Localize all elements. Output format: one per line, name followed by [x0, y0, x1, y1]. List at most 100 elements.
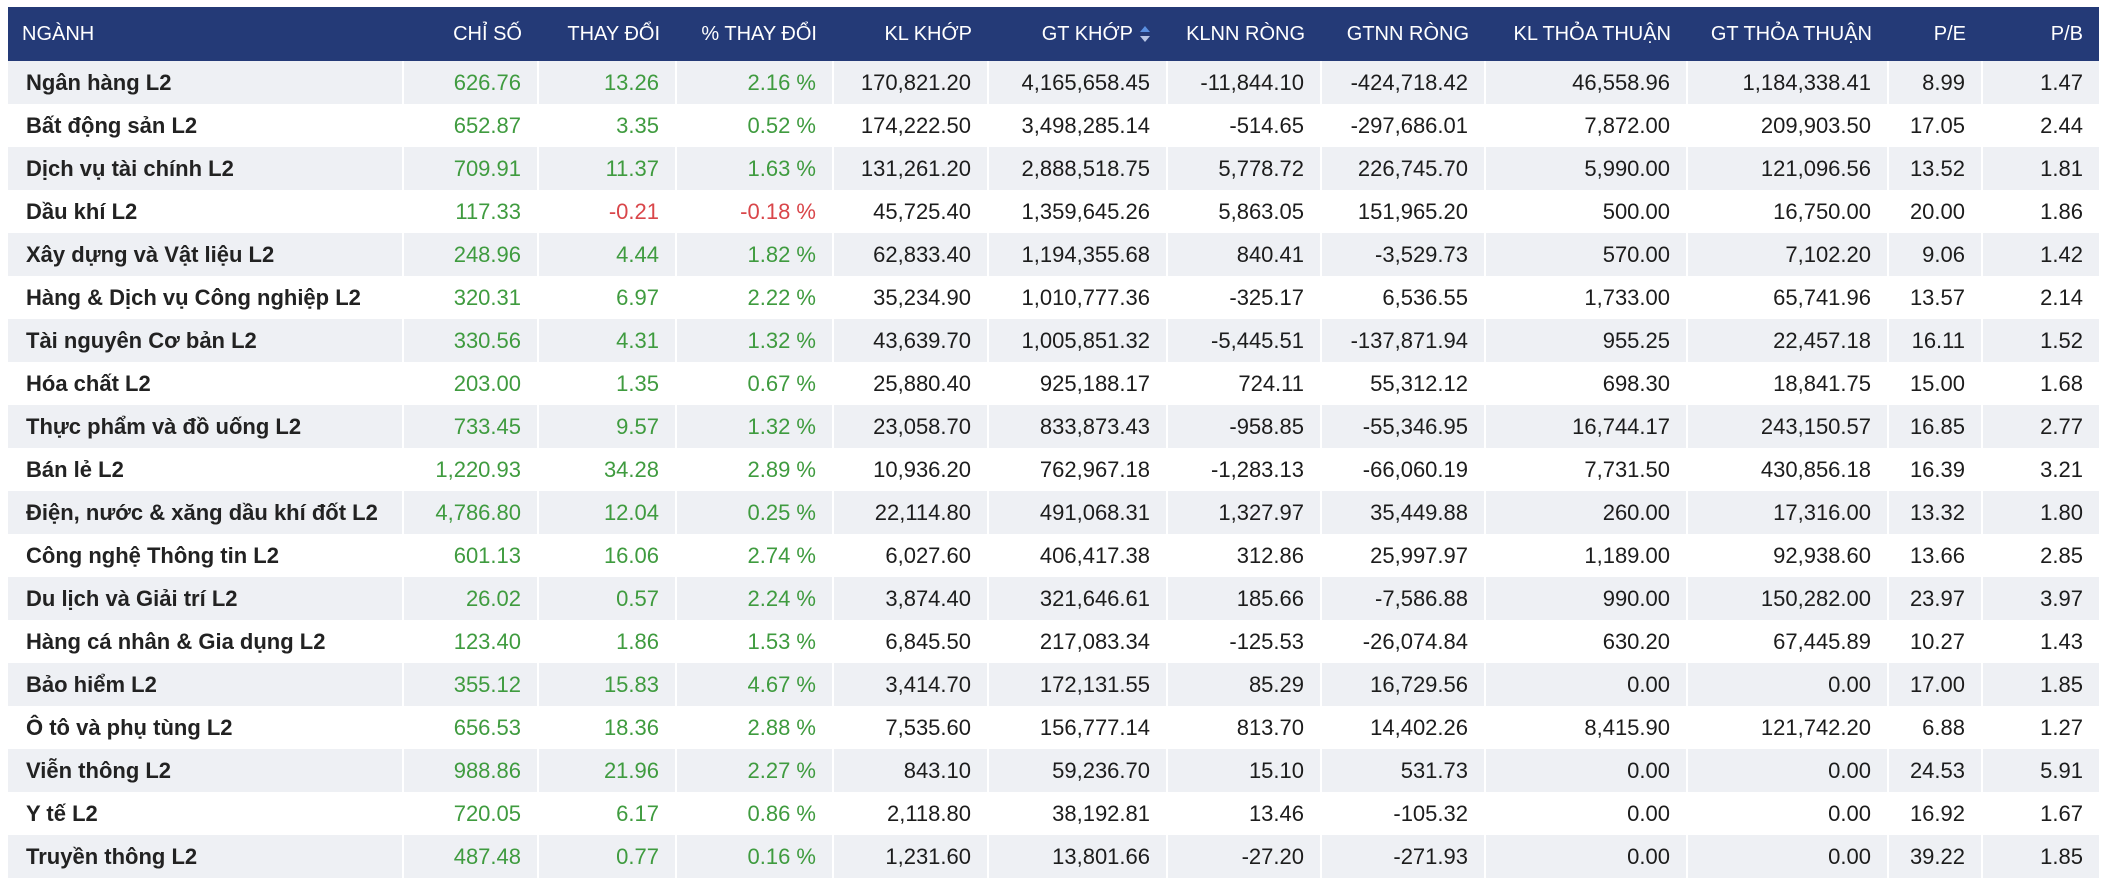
sector-name: Dầu khí L2 — [26, 198, 138, 224]
column-header[interactable]: KL KHỚP — [833, 7, 988, 61]
cell: 34.28 — [537, 448, 676, 491]
cell: 312.86 — [1166, 534, 1321, 577]
cell: 988.86 — [402, 749, 538, 792]
column-header[interactable]: P/B — [1982, 7, 2099, 61]
cell: -0.21 — [537, 190, 676, 233]
sector-name: Ô tô và phụ tùng L2 — [26, 714, 233, 740]
cell: -1,283.13 — [1166, 448, 1321, 491]
cell: 62,833.40 — [832, 233, 988, 276]
table-row[interactable]: Bán lẻ L2 1,220.93 34.28 2.89 % 10,936.20 762… — [8, 448, 2099, 491]
cell: 1.81 — [1981, 147, 2099, 190]
cell: -125.53 — [1166, 620, 1321, 663]
cell: 2.24 % — [675, 577, 833, 620]
table-row[interactable]: Thực phẩm và đồ uống L2 733.45 9.57 1.32 % 2… — [8, 405, 2099, 448]
sector-name: Công nghệ Thông tin L2 — [26, 542, 279, 568]
table-row[interactable]: Bất động sản L2 652.87 3.35 0.52 % 174,222.5… — [8, 104, 2099, 147]
table-row[interactable]: Hóa chất L2 203.00 1.35 0.67 % 25,880.40 925,… — [8, 362, 2099, 405]
cell: 23.97 — [1887, 577, 1982, 620]
cell: 0.00 — [1484, 749, 1687, 792]
column-header[interactable]: NGÀNH — [8, 7, 403, 61]
cell: 1,359,645.26 — [987, 190, 1167, 233]
sector-name: Ngân hàng L2 — [8, 61, 403, 104]
sector-name: Hóa chất L2 — [26, 370, 151, 396]
cell: 955.25 — [1484, 319, 1687, 362]
table-row[interactable]: Truyền thông L2 487.48 0.77 0.16 % 1,231.60 1… — [8, 835, 2099, 878]
cell: 1,194,355.68 — [987, 233, 1167, 276]
cell: 121,096.56 — [1686, 147, 1888, 190]
header-label: KL KHỚP — [884, 22, 972, 45]
table-row[interactable]: Điện, nước & xăng dầu khí đốt L2 4,786.80… — [8, 491, 2099, 534]
cell: 7,535.60 — [832, 706, 988, 749]
cell: 330.56 — [402, 319, 538, 362]
cell: 0.00 — [1686, 749, 1888, 792]
sector-name: Du lịch và Giải trí L2 — [8, 577, 403, 620]
table-row[interactable]: Hàng cá nhân & Gia dụng L2 123.40 1.86 1.53… — [8, 620, 2099, 663]
cell: 16,750.00 — [1686, 190, 1888, 233]
cell: 6,845.50 — [832, 620, 988, 663]
column-header[interactable]: KLNN RÒNG — [1167, 7, 1321, 61]
table-row[interactable]: Tài nguyên Cơ bản L2 330.56 4.31 1.32 % 43,6… — [8, 319, 2099, 362]
column-header[interactable]: % THAY ĐỔI — [676, 7, 833, 61]
table-row[interactable]: Dịch vụ tài chính L2 709.91 11.37 1.63 % 131… — [8, 147, 2099, 190]
sector-name: Viễn thông L2 — [8, 749, 403, 792]
sector-name: Điện, nước & xăng dầu khí đốt L2 — [8, 491, 403, 534]
column-header[interactable]: THAY ĐỔI — [538, 7, 676, 61]
sector-table: NGÀNH CHỈ SỐ THAY ĐỔI % THAY ĐỔI KL KHỚP GT K… — [8, 7, 2099, 878]
column-header[interactable]: CHỈ SỐ — [403, 7, 538, 61]
cell: 3,498,285.14 — [987, 104, 1167, 147]
cell: 990.00 — [1484, 577, 1687, 620]
cell: 0.00 — [1686, 792, 1888, 835]
table-row[interactable]: Hàng & Dịch vụ Công nghiệp L2 320.31 6.97 2… — [8, 276, 2099, 319]
table-row[interactable]: Viễn thông L2 988.86 21.96 2.27 % 843.10 59,2… — [8, 749, 2099, 792]
cell: 248.96 — [402, 233, 538, 276]
cell: 185.66 — [1166, 577, 1321, 620]
cell: 601.13 — [402, 534, 538, 577]
cell: 652.87 — [402, 104, 538, 147]
cell: -514.65 — [1166, 104, 1321, 147]
cell: 491,068.31 — [987, 491, 1167, 534]
table-row[interactable]: Ngân hàng L2 626.76 13.26 2.16 % 170,821.20 4… — [8, 61, 2099, 104]
cell: -5,445.51 — [1166, 319, 1321, 362]
cell: 14,402.26 — [1320, 706, 1485, 749]
column-header[interactable]: GTNN RÒNG — [1321, 7, 1485, 61]
cell: -7,586.88 — [1320, 577, 1485, 620]
sector-name: Bán lẻ L2 — [26, 456, 124, 482]
table-row[interactable]: Xây dựng và Vật liệu L2 248.96 4.44 1.82 % 6… — [8, 233, 2099, 276]
cell: 1,231.60 — [832, 835, 988, 878]
column-header[interactable]: P/E — [1888, 7, 1982, 61]
header-row: NGÀNH CHỈ SỐ THAY ĐỔI % THAY ĐỔI KL KHỚP GT K… — [8, 7, 2099, 61]
table-row[interactable]: Y tế L2 720.05 6.17 0.86 % 2,118.80 38,192.81… — [8, 792, 2099, 835]
table-row[interactable]: Ô tô và phụ tùng L2 656.53 18.36 2.88 % 7,53… — [8, 706, 2099, 749]
cell: -137,871.94 — [1320, 319, 1485, 362]
table-row[interactable]: Công nghệ Thông tin L2 601.13 16.06 2.74 % 6… — [8, 534, 2099, 577]
cell: 8.99 — [1887, 61, 1982, 104]
column-header[interactable]: GT KHỚP — [988, 7, 1167, 61]
cell: 209,903.50 — [1686, 104, 1888, 147]
cell: 24.53 — [1887, 749, 1982, 792]
cell: 13.26 — [537, 61, 676, 104]
cell: 1,327.97 — [1166, 491, 1321, 534]
table-row[interactable]: Bảo hiểm L2 355.12 15.83 4.67 % 3,414.70 172,… — [8, 663, 2099, 706]
column-header[interactable]: KL THỎA THUẬN — [1485, 7, 1687, 61]
cell: 150,282.00 — [1686, 577, 1888, 620]
header-label: P/B — [2050, 22, 2083, 45]
cell: 0.67 % — [675, 362, 833, 405]
cell: 13,801.66 — [987, 835, 1167, 878]
header-label: KLNN RÒNG — [1186, 22, 1305, 45]
cell: -424,718.42 — [1320, 61, 1485, 104]
sector-name: Tài nguyên Cơ bản L2 — [8, 319, 403, 362]
cell: 0.57 — [537, 577, 676, 620]
sort-icon[interactable] — [1139, 25, 1151, 43]
column-header[interactable]: GT THỎA THUẬN — [1687, 7, 1888, 61]
cell: 2.89 % — [675, 448, 833, 491]
cell: 217,083.34 — [987, 620, 1167, 663]
table-row[interactable]: Du lịch và Giải trí L2 26.02 0.57 2.24 % 3,8… — [8, 577, 2099, 620]
cell: 67,445.89 — [1686, 620, 1888, 663]
cell: 1.82 % — [675, 233, 833, 276]
cell: -297,686.01 — [1320, 104, 1485, 147]
cell: 1,733.00 — [1484, 276, 1687, 319]
header-label: GTNN RÒNG — [1346, 22, 1469, 45]
table-row[interactable]: Dầu khí L2 117.33 -0.21 -0.18 % 45,725.40 1,3… — [8, 190, 2099, 233]
cell: 0.00 — [1484, 663, 1687, 706]
cell: 5.91 — [1981, 749, 2099, 792]
